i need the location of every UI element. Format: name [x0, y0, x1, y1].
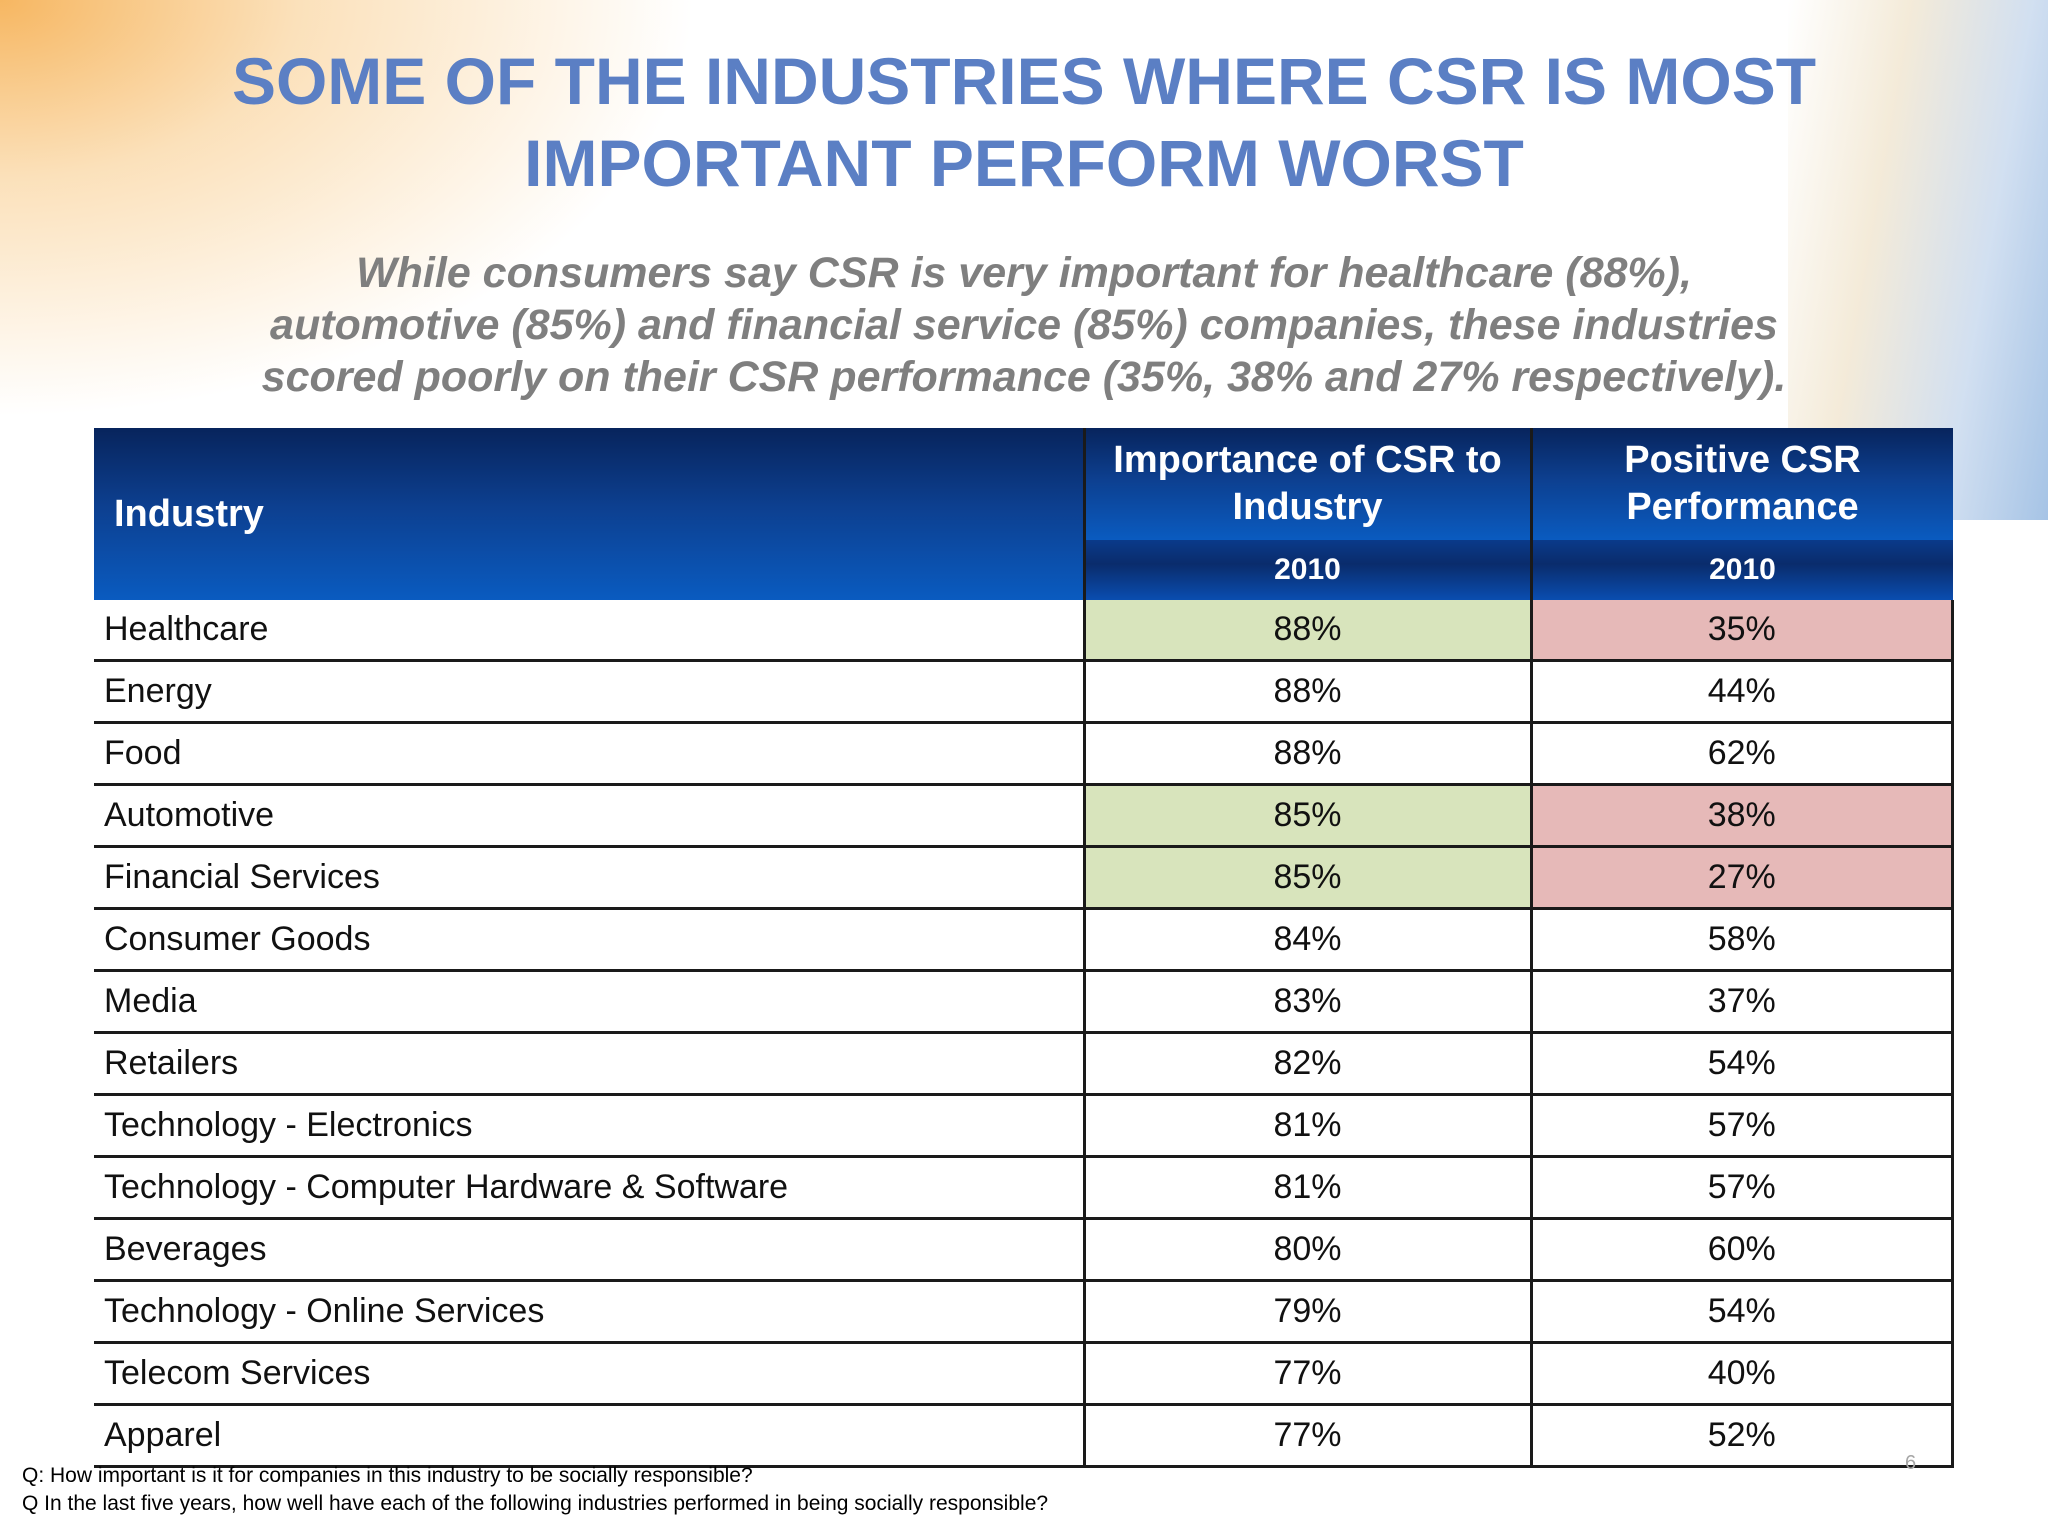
industry-cell: Technology - Online Services: [94, 1280, 1084, 1344]
header-performance-year: 2010: [1529, 540, 1953, 600]
importance-cell: 81%: [1082, 1156, 1531, 1220]
importance-cell: 80%: [1082, 1218, 1531, 1282]
industry-cell: Technology - Computer Hardware & Softwar…: [94, 1156, 1084, 1220]
header-importance-year: 2010: [1082, 540, 1531, 600]
table-row: Beverages 80% 60%: [94, 1218, 1954, 1282]
importance-cell: 79%: [1082, 1280, 1531, 1344]
table-row: Technology - Online Services 79% 54%: [94, 1280, 1954, 1344]
industry-cell: Financial Services: [94, 846, 1084, 910]
table-row: Financial Services 85% 27%: [94, 846, 1954, 910]
footnote-question-2: Q In the last five years, how well have …: [22, 1492, 1049, 1515]
importance-cell: 88%: [1082, 660, 1531, 724]
footnote-question-1: Q: How important is it for companies in …: [22, 1464, 753, 1487]
performance-cell: 35%: [1529, 600, 1954, 662]
industry-cell: Technology - Electronics: [94, 1094, 1084, 1158]
table-row: Technology - Electronics 81% 57%: [94, 1094, 1954, 1158]
performance-cell: 62%: [1529, 722, 1954, 786]
importance-cell: 85%: [1082, 846, 1531, 910]
slide-title: SOME OF THE INDUSTRIES WHERE CSR IS MOST…: [0, 40, 2048, 204]
table-row: Telecom Services 77% 40%: [94, 1342, 1954, 1406]
table-row: Automotive 85% 38%: [94, 784, 1954, 848]
importance-cell: 83%: [1082, 970, 1531, 1034]
table-row: Technology - Computer Hardware & Softwar…: [94, 1156, 1954, 1220]
performance-cell: 37%: [1529, 970, 1954, 1034]
importance-cell: 77%: [1082, 1342, 1531, 1406]
slide-subtitle-line-2: automotive (85%) and financial service (…: [270, 301, 1778, 349]
performance-cell: 54%: [1529, 1032, 1954, 1096]
importance-cell: 77%: [1082, 1404, 1531, 1468]
header-industry: Industry: [94, 428, 1084, 600]
performance-cell: 57%: [1529, 1156, 1954, 1220]
table-row: Consumer Goods 84% 58%: [94, 908, 1954, 972]
industry-cell: Beverages: [94, 1218, 1084, 1282]
performance-cell: 58%: [1529, 908, 1954, 972]
industry-cell: Food: [94, 722, 1084, 786]
table-row: Healthcare 88% 35%: [94, 600, 1954, 662]
page-number: 6: [1905, 1452, 1917, 1474]
performance-cell: 44%: [1529, 660, 1954, 724]
performance-cell: 27%: [1529, 846, 1954, 910]
header-performance: Positive CSR Performance: [1529, 428, 1953, 540]
industry-cell: Consumer Goods: [94, 908, 1084, 972]
table-row: Food 88% 62%: [94, 722, 1954, 786]
industry-cell: Automotive: [94, 784, 1084, 848]
table-body: Healthcare 88% 35% Energy 88% 44% Food 88% 62% Au…: [94, 600, 1954, 1468]
performance-cell: 52%: [1529, 1404, 1954, 1468]
background-glow-left: [0, 0, 700, 420]
industry-cell: Energy: [94, 660, 1084, 724]
table-row: Energy 88% 44%: [94, 660, 1954, 724]
performance-cell: 60%: [1529, 1218, 1954, 1282]
slide-subtitle: While consumers say CSR is very importan…: [0, 247, 2048, 403]
header-importance: Importance of CSR to Industry: [1082, 428, 1531, 540]
performance-cell: 57%: [1529, 1094, 1954, 1158]
table-row: Apparel 77% 52%: [94, 1404, 1954, 1468]
csr-industry-table: Industry Importance of CSR to Industry P…: [94, 428, 1954, 1468]
importance-cell: 88%: [1082, 722, 1531, 786]
importance-cell: 88%: [1082, 600, 1531, 662]
table-row: Retailers 82% 54%: [94, 1032, 1954, 1096]
slide-title-line-1: SOME OF THE INDUSTRIES WHERE CSR IS MOST: [231, 44, 1817, 118]
importance-cell: 84%: [1082, 908, 1531, 972]
slide-title-line-2: IMPORTANT PERFORM WORST: [524, 126, 1524, 200]
slide-subtitle-line-3: scored poorly on their CSR performance (…: [261, 353, 1787, 401]
performance-cell: 40%: [1529, 1342, 1954, 1406]
importance-cell: 85%: [1082, 784, 1531, 848]
industry-cell: Healthcare: [94, 600, 1084, 662]
performance-cell: 54%: [1529, 1280, 1954, 1344]
importance-cell: 81%: [1082, 1094, 1531, 1158]
performance-cell: 38%: [1529, 784, 1954, 848]
industry-cell: Media: [94, 970, 1084, 1034]
industry-cell: Retailers: [94, 1032, 1084, 1096]
importance-cell: 82%: [1082, 1032, 1531, 1096]
industry-cell: Telecom Services: [94, 1342, 1084, 1406]
industry-cell: Apparel: [94, 1404, 1084, 1468]
slide-subtitle-line-1: While consumers say CSR is very importan…: [356, 249, 1692, 297]
table-row: Media 83% 37%: [94, 970, 1954, 1034]
